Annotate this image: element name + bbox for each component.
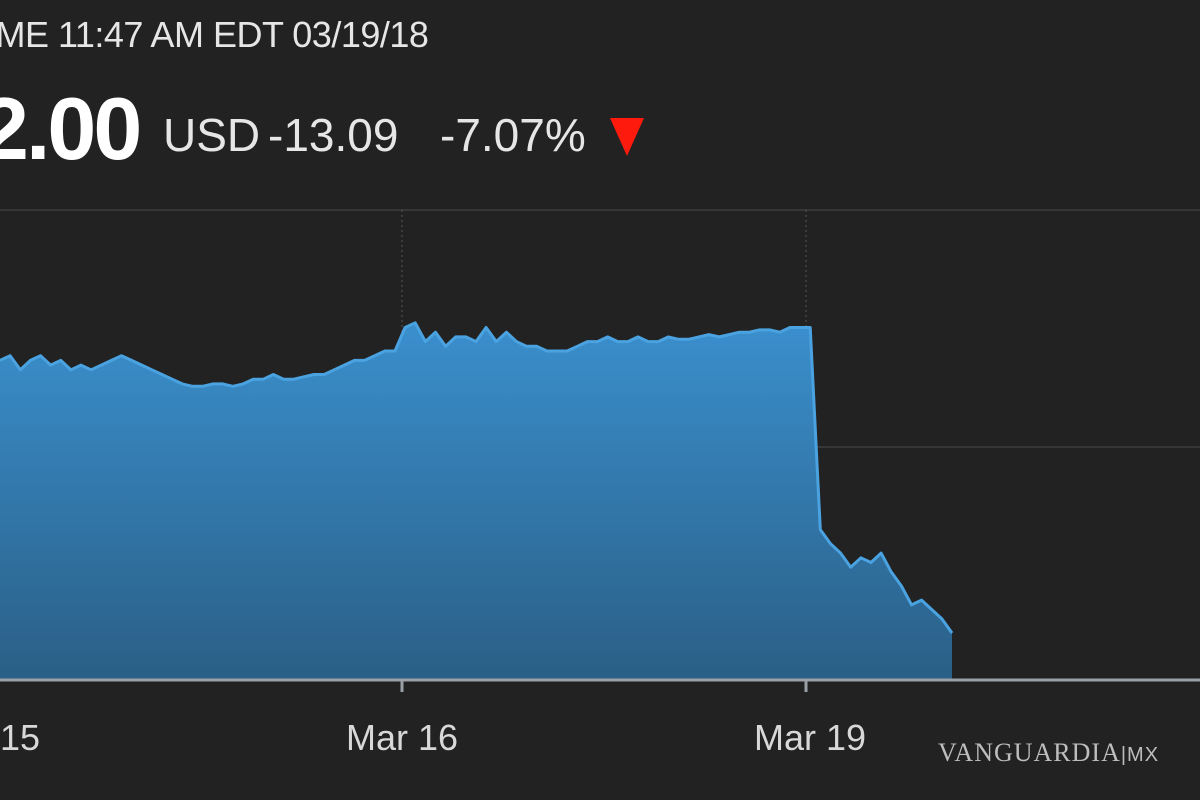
x-tick-label: Mar 19 [754,717,866,758]
down-triangle-icon [610,118,644,156]
quote-currency: USD [163,109,261,161]
watermark-logo: VANGUARDIA|MX [938,738,1159,768]
quote-price: 2.00 [0,79,142,178]
watermark-brand: VANGUARDIA [938,738,1121,767]
x-tick-label: Mar 16 [346,717,458,758]
series-area [0,322,952,680]
x-tick-label: 15 [0,717,40,758]
series-line [0,321,954,634]
quote-change-percent: -7.07% [440,109,586,161]
watermark-suffix: |MX [1120,744,1160,766]
quote-change: -13.09 [268,109,399,161]
header-timestamp: IME 11:47 AM EDT 03/19/18 [0,14,429,55]
x-axis: 15 Mar 16 Mar 19 [0,678,1200,758]
